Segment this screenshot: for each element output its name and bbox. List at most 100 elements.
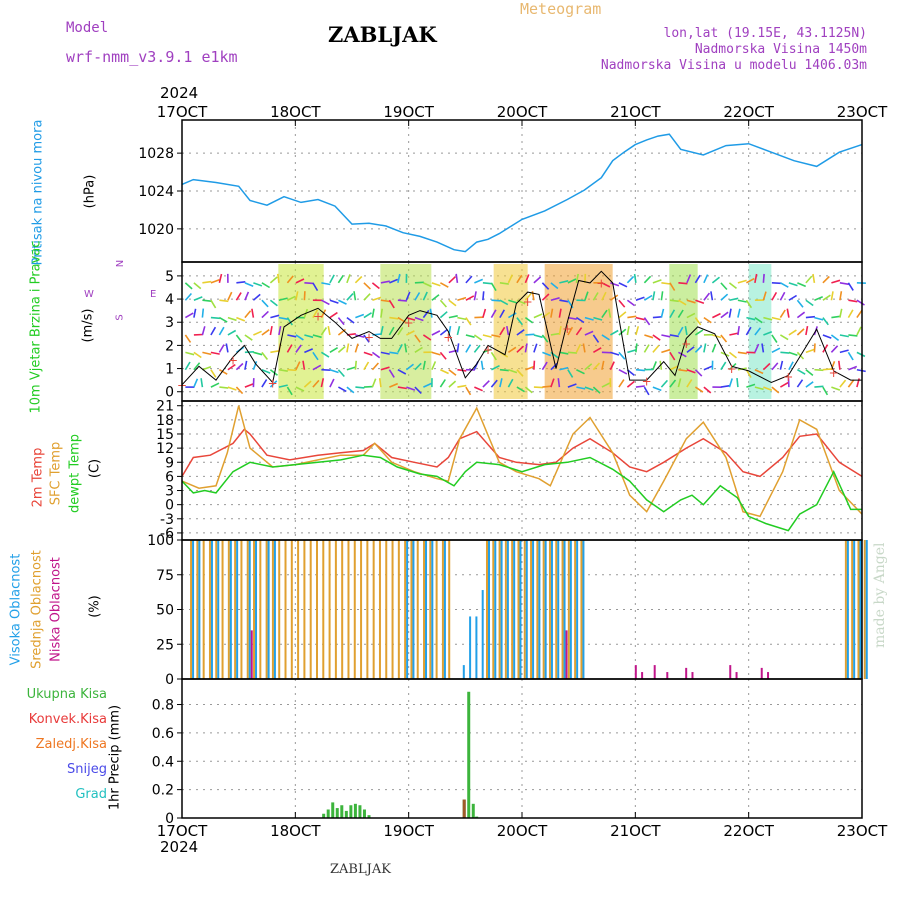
cloud-bar-high: [865, 540, 868, 679]
precip-bar-total: [362, 809, 366, 818]
wind-arrow: [635, 316, 645, 321]
wind-arrow: [771, 316, 781, 321]
wind-arrow: [278, 316, 288, 320]
wind-arrow: [779, 334, 789, 341]
wind-arrow: [321, 299, 330, 306]
cloud-bar-mid: [555, 540, 558, 679]
cloud-bar-mid: [844, 540, 847, 679]
cloud-bar-high: [525, 540, 528, 679]
model-name: wrf-nmm_v3.9.1 e1km: [66, 48, 238, 66]
wind-arrow: [304, 282, 314, 285]
wind-arrow: [703, 292, 711, 301]
wind-arrow: [822, 386, 829, 396]
cloud-bar-high: [538, 540, 541, 679]
wind-arrow: [626, 325, 630, 336]
y-tick-label: -6: [160, 526, 174, 542]
wind-arrow: [506, 325, 510, 336]
wind-arrow: [380, 299, 390, 303]
wind-arrow: [669, 282, 676, 291]
wind-arrow: [355, 313, 365, 319]
wind-arrow: [550, 362, 558, 371]
wind-arrow: [406, 316, 416, 321]
wind-arrow: [278, 384, 288, 388]
wind-arrow: [609, 294, 619, 301]
cloud-bar-high: [462, 665, 465, 679]
wind-arrow: [397, 326, 404, 336]
wind-arrow: [711, 276, 720, 284]
wind-arrow: [780, 282, 789, 288]
wind-arrow: [541, 282, 550, 290]
wind-arrow: [354, 275, 363, 284]
wind-arrow: [694, 345, 703, 353]
wind-arrow: [761, 343, 765, 353]
wind-arrow: [363, 312, 372, 319]
wind-arrow: [414, 334, 421, 343]
cloud-bar-low: [735, 672, 738, 679]
wind-arrow: [227, 329, 237, 336]
y-tick-label: 0.6: [152, 726, 174, 742]
wind-arrow: [329, 274, 335, 284]
cloud-bar-mid: [259, 540, 262, 679]
wind-arrow: [184, 361, 191, 371]
wind-arrow: [745, 369, 752, 378]
wind-arrow: [618, 351, 626, 360]
precip-legend-snow: Snijeg: [67, 762, 107, 777]
wind-arrow: [431, 330, 441, 336]
cloud-bar-mid: [246, 540, 249, 679]
wind-arrow: [525, 333, 535, 336]
x-tick-label-top: 19OCT: [383, 103, 434, 121]
wind-arrow: [652, 334, 661, 341]
wind-arrow: [796, 299, 804, 308]
wind-arrow: [677, 309, 684, 319]
wind-arrow: [253, 282, 263, 287]
wind-gust-mark: +: [727, 362, 737, 376]
wind-arrow: [474, 386, 483, 392]
cloud-bar-mid: [580, 540, 583, 679]
wind-gust-mark: +: [829, 366, 839, 380]
wind-arrow: [202, 299, 212, 302]
wind-gust-mark: +: [268, 376, 278, 390]
wind-arrow: [405, 363, 414, 371]
wind-arrow: [261, 299, 269, 308]
wind-arrow: [507, 346, 517, 354]
wind-arrow: [814, 368, 824, 372]
wind-arrow: [848, 334, 858, 337]
wind-arrow: [567, 369, 574, 378]
wind-arrow: [533, 276, 542, 284]
wind-band: [748, 264, 772, 399]
cloud-ylabel-low: Niska Oblacnost: [48, 557, 64, 662]
wind-arrow: [618, 282, 628, 288]
wind-arrow: [557, 378, 561, 388]
wind-arrow: [397, 344, 403, 353]
cloud-bar-mid: [208, 540, 211, 679]
wind-arrow: [261, 351, 269, 360]
wind-arrow: [312, 334, 322, 339]
wind-arrow: [856, 326, 862, 336]
precip-bar-total: [340, 805, 344, 818]
wind-arrow: [533, 343, 538, 353]
wind-arrow: [414, 281, 424, 284]
wind-arrow: [762, 291, 767, 301]
wind-arrow: [337, 274, 344, 284]
cloud-bar-high: [236, 540, 239, 679]
wind-arrow: [456, 343, 460, 353]
wind-arrow: [686, 274, 692, 284]
wind-arrow: [762, 273, 765, 283]
dewpt-line: [181, 454, 862, 532]
wind-arrow: [465, 344, 472, 353]
cloud-bar-low: [641, 672, 644, 679]
cloud-bar-mid: [523, 540, 526, 679]
wind-arrow: [763, 316, 773, 321]
y-tick-label: 75: [156, 568, 174, 584]
precip-bar-total: [326, 809, 330, 818]
wind-arrow: [805, 299, 814, 307]
wind-gust-mark: +: [313, 310, 323, 324]
wind-arrow: [788, 294, 798, 301]
wind-arrow: [771, 386, 780, 394]
cloud-bar-high: [563, 540, 566, 679]
cloud-bar-mid: [322, 540, 325, 679]
wind-arrow: [592, 334, 600, 343]
wind-arrow: [480, 360, 484, 370]
wind-arrow: [508, 368, 518, 374]
wind-arrow: [235, 386, 244, 395]
